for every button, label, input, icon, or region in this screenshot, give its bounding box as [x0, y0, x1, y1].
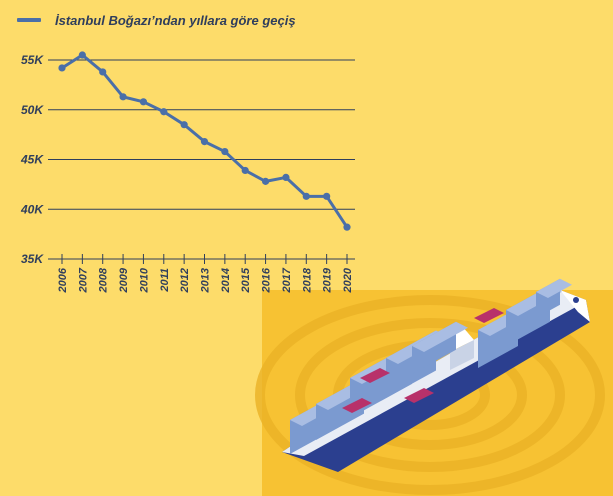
x-tick-label: 2016 — [261, 267, 273, 293]
data-point — [302, 192, 310, 200]
anchor-hole — [573, 297, 579, 303]
container-ship-illustration — [255, 278, 613, 496]
ripple-ring — [255, 295, 605, 495]
data-point — [78, 51, 86, 59]
container-accent — [360, 368, 390, 383]
x-tick-label: 2014 — [220, 268, 232, 293]
x-tick-label: 2010 — [138, 267, 150, 293]
data-point — [119, 93, 127, 101]
x-tick-label: 2013 — [200, 268, 212, 293]
y-tick-label: 45K — [20, 153, 44, 167]
y-tick-label: 35K — [21, 252, 44, 266]
data-point — [139, 98, 148, 106]
chart-legend: İstanbul Boğazı’ndan yıllara göre geçiş — [17, 10, 296, 30]
x-tick-label: 2017 — [281, 267, 293, 293]
container-accent — [404, 388, 434, 403]
x-tick-label: 2007 — [77, 267, 89, 293]
data-point — [160, 108, 168, 116]
data-point — [221, 147, 229, 156]
x-axis: 2006 2007 2008 2009 2010 2011 2012 2013 2014 2015… — [57, 254, 354, 293]
chart-grid — [48, 59, 355, 260]
x-tick-label: 2019 — [322, 267, 334, 293]
x-tick-label: 2009 — [118, 267, 130, 293]
data-point — [58, 64, 66, 72]
y-axis-ticks: 35K 40K 45K 50K 55K — [20, 53, 44, 266]
data-point — [99, 68, 107, 76]
data-point — [241, 166, 249, 175]
data-point — [323, 192, 331, 200]
x-tick-label: 2008 — [98, 267, 110, 293]
x-tick-label: 2012 — [179, 268, 191, 293]
ripple-ring — [295, 318, 565, 472]
ship-bridge-side — [450, 340, 474, 370]
x-tick-label: 2015 — [240, 267, 252, 293]
ship-bow — [560, 290, 590, 322]
data-point — [180, 121, 188, 129]
x-tick-label: 2020 — [342, 267, 354, 293]
legend-swatch — [17, 18, 41, 22]
data-point — [261, 177, 270, 185]
x-tick-label: 2018 — [301, 267, 313, 293]
data-point — [282, 173, 290, 182]
x-tick-label: 2011 — [159, 268, 171, 293]
data-point — [343, 223, 351, 231]
container-accent — [342, 398, 372, 413]
data-point — [200, 137, 209, 146]
container-top — [412, 321, 468, 352]
container-top — [536, 278, 572, 298]
legend-label: İstanbul Boğazı’ndan yıllara göre geçiş — [55, 12, 296, 28]
y-tick-label: 40K — [20, 202, 44, 216]
y-tick-label: 55K — [21, 53, 44, 67]
x-tick-label: 2006 — [57, 267, 69, 293]
chart-series — [58, 51, 351, 231]
container-accent — [474, 308, 504, 323]
y-tick-label: 50K — [21, 103, 44, 117]
